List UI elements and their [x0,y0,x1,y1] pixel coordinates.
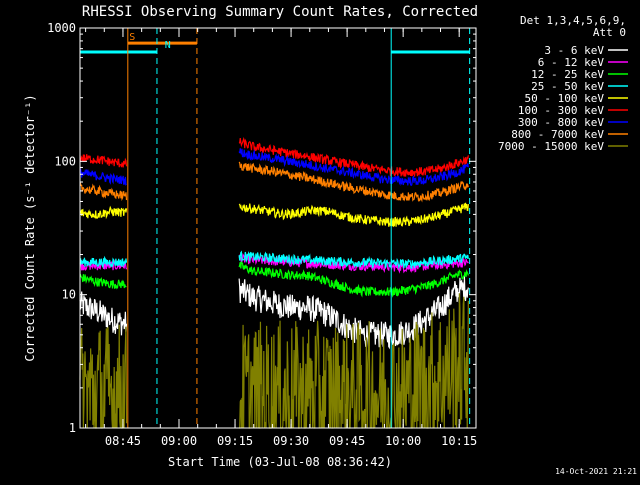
legend-label: 800 - 7000 keV [511,128,604,141]
vertical-markers-layer [127,28,471,428]
series-line [79,293,469,429]
legend-header: Det 1,3,4,5,6,9, [520,14,626,27]
y-tick-label: 10 [62,288,76,302]
series-line [79,276,469,350]
plot-frame [79,27,477,429]
series-line [79,148,469,187]
x-tick-label: 10:00 [385,434,421,448]
x-tick-label: 08:45 [105,434,141,448]
flag-bars-layer: SN [80,32,470,54]
series-layer [79,136,469,429]
legend-label: 50 - 100 keV [525,92,605,105]
footer-date: 14-Oct-2021 21:21 [555,467,637,476]
legend-label: 6 - 12 keV [538,56,605,69]
series-line [79,250,469,270]
series-line [79,136,469,178]
series-line [79,261,469,298]
flag-label: S [129,32,135,43]
x-tick-label: 09:15 [217,434,253,448]
legend-header: Att 0 [593,26,626,39]
x-tick-label: 09:45 [329,434,365,448]
y-tick-label: 1000 [47,21,76,35]
legend-label: 25 - 50 keV [531,80,604,93]
x-axis-title: Start Time (03-Jul-08 08:36:42) [168,455,392,469]
y-tick-label: 1 [69,421,76,435]
legend-label: 7000 - 15000 keV [498,140,604,153]
series-line [79,202,469,228]
y-tick-label: 100 [54,154,76,168]
x-tick-label: 10:15 [441,434,477,448]
legend-label: 300 - 800 keV [518,116,604,129]
chart-title: RHESSI Observing Summary Count Rates, Co… [82,4,478,20]
series-line [79,161,469,203]
legend-label: 100 - 300 keV [518,104,604,117]
axes-layer: 1 10 100 1000 08:45 09:00 09:15 09:30 09:45 10:00… [47,21,477,448]
legend-label: 3 - 6 keV [544,44,604,57]
legend-label: 12 - 25 keV [531,68,604,81]
x-tick-label: 09:30 [273,434,309,448]
flag-label: N [165,40,171,51]
x-tick-label: 09:00 [161,434,197,448]
y-axis-title: Corrected Count Rate (s⁻¹ detector⁻¹) [23,94,37,361]
